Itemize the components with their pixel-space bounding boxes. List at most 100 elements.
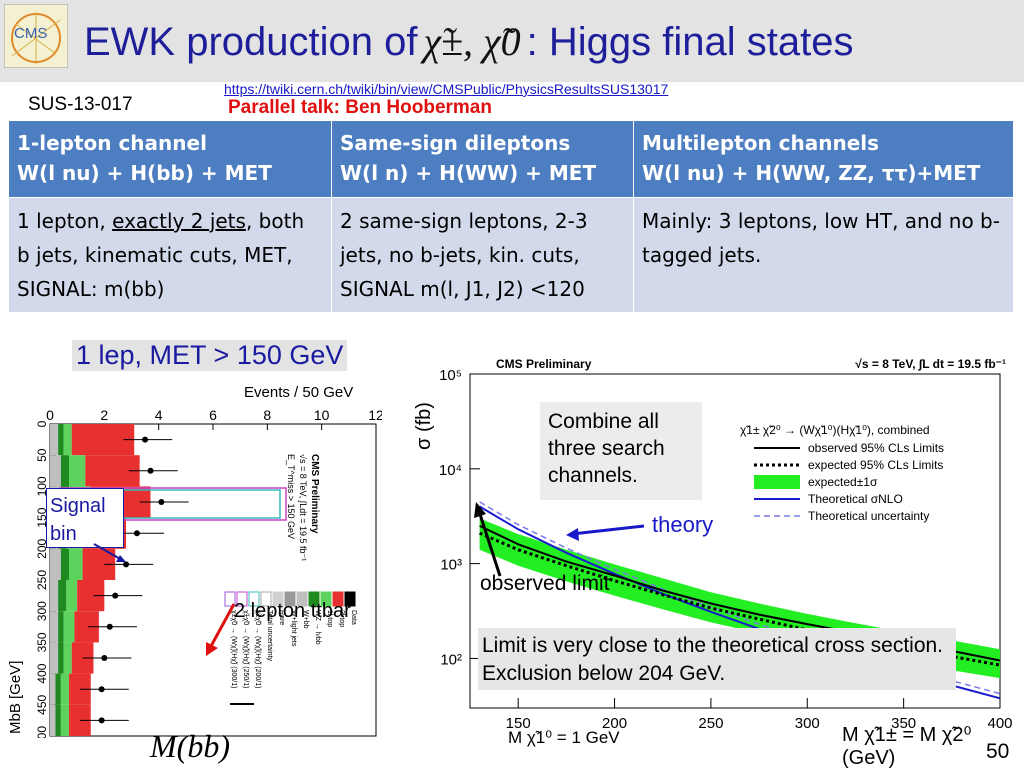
plot-cms-label: CMS Preliminary (496, 357, 592, 371)
mass-tick-label: 100 (35, 476, 49, 496)
x-axis-label: M χ̃1± = M χ̃2⁰ (GeV) (842, 724, 972, 769)
hist-legend-label: Data (350, 610, 357, 625)
results-link[interactable]: https://twiki.cern.ch/twiki/bin/view/CMS… (224, 81, 669, 97)
hist-legend-entry: Total uncertainty (266, 610, 273, 661)
hist-stack-segment (63, 611, 75, 643)
table-header-row: 1-lepton channel W(l nu) + H(bb) + MET Sa… (8, 120, 1014, 198)
x-tick-label: 250 (698, 715, 723, 732)
count-tick-label: 0 (46, 407, 54, 423)
mass-tick-label: 450 (35, 694, 49, 714)
hist-legend-entry: Data (350, 610, 357, 625)
combine-note: Combine all three search channels. (548, 410, 665, 487)
hist-legend-entry: W+light jets (290, 610, 297, 647)
hist-legend-label: W+bb (302, 610, 309, 629)
table-row: 1 lepton, exactly 2 jets, both b jets, k… (8, 197, 1014, 313)
x-tick-label: 200 (602, 715, 627, 732)
hist-stack-segment (58, 611, 64, 643)
hist-legend-swatch (236, 591, 248, 607)
mass-tick-label-group: 0 (35, 420, 49, 427)
hist-stack-segment (50, 455, 61, 487)
ttbar-label: 2 lepton ttbar (234, 600, 351, 622)
mbb-histogram: 0 2 4 6 8 10 12 0 50 100 150 200 250 300 350 400 450 500… (7, 407, 382, 738)
mass-tick-label: 200 (35, 538, 49, 558)
analysis-id: SUS-13-017 (28, 94, 133, 115)
hist-stack-segment (58, 424, 64, 456)
hist-stack-segment (60, 455, 70, 487)
hist-stack-segment (55, 704, 61, 736)
count-tick-label: 8 (263, 407, 271, 423)
hist-legend-swatch (296, 591, 308, 607)
hist-legend-label: WZ → lνbb (314, 610, 321, 645)
hist-energy-label: √s = 8 TeV, ∫Ldt = 19.5 fb⁻¹ (298, 454, 308, 561)
plot-legend-label: Theoretical uncertainty (808, 509, 929, 523)
mass-tick-label: 300 (35, 601, 49, 621)
hist-met-label: E_T^miss > 150 GeV (286, 454, 296, 539)
count-tick-label: 12 (368, 407, 382, 423)
hist-legend-swatch (344, 591, 356, 607)
hist-stack-segment (50, 580, 59, 612)
mass-tick-label: 500 (35, 726, 49, 738)
mass-axis-label: MbB [GeV] (7, 661, 24, 734)
mass-tick-label: 150 (35, 507, 49, 527)
hist-legend-label: Rare (278, 610, 285, 625)
signal-bin-label: Signal bin (50, 495, 106, 545)
mass-tick-label-group: 500 (35, 726, 49, 738)
hist-legend-label: χ̃±χ̃0 → (Wχ̃)(Hχ̃) (300/1) (230, 610, 237, 688)
header-cell-1lepton: 1-lepton channel W(l nu) + H(bb) + MET (8, 120, 332, 198)
hist-legend-swatch (332, 591, 344, 607)
count-tick-label: 2 (100, 407, 108, 423)
theory-label: theory (652, 512, 714, 537)
x-tick-label: 150 (506, 715, 531, 732)
x-tick-label: 350 (891, 715, 916, 732)
header-cell-multilepton: Multilepton channels W(l nu) + H(WW, ZZ, … (633, 120, 1014, 198)
signal-callout-box (46, 488, 124, 548)
page-title: EWK production of χ̃±, χ̃0: Higgs final s… (84, 19, 854, 64)
y-tick-label: 10⁴ (439, 462, 462, 479)
mass-tick-label: 0 (35, 420, 49, 427)
count-tick-label: 6 (209, 407, 217, 423)
mass-tick-label-group: 50 (35, 448, 49, 462)
plot-legend-label: expected 95% CLs Limits (808, 458, 943, 472)
hist-stack-segment (50, 704, 56, 736)
logo-text: CMS (14, 25, 47, 42)
cell-1lepton: 1 lepton, exactly 2 jets, both b jets, k… (8, 197, 332, 313)
hist-legend-swatch (308, 591, 320, 607)
hist-legend-swatch (224, 591, 236, 607)
mass-tick-label: 350 (35, 632, 49, 652)
hist-stack-segment (69, 548, 83, 580)
count-tick-label: 10 (314, 407, 330, 423)
hist-stack-segment (50, 548, 61, 580)
hist-legend-swatch (248, 591, 260, 607)
hist-legend-entry: χ̃±χ̃0 → (Wχ̃)(Hχ̃) (300/1) (230, 610, 237, 688)
hist-legend-entry: 1l top (326, 610, 333, 627)
mass-tick-label: 400 (35, 663, 49, 683)
hist-legend-entry: χ̃±χ̃0 → (Wχ̃)(Hχ̃) (250/1) (242, 610, 249, 688)
mass-tick-label-group: 300 (35, 601, 49, 621)
mass-tick-label: 250 (35, 570, 49, 590)
channels-table: 1-lepton channel W(l nu) + H(bb) + MET Sa… (8, 120, 1014, 313)
observed-limit-label: observed limit (480, 572, 610, 595)
mass-condition: M χ̃1⁰ = 1 GeV (508, 728, 620, 747)
mass-tick-label-group: 100 (35, 476, 49, 496)
plot-legend-label: observed 95% CLs Limits (808, 441, 944, 455)
parallel-talk-note: Parallel talk: Ben Hooberman (228, 97, 492, 118)
mass-tick-label-group: 250 (35, 570, 49, 590)
theory-arrow-head (566, 528, 579, 541)
plot-legend-swatch (754, 475, 800, 489)
observed-arrow (476, 507, 502, 577)
x-tick-label: 400 (987, 715, 1012, 732)
hist-legend-label: W+light jets (290, 610, 297, 647)
hist-legend-label: χ̃±χ̃0 → (Wχ̃)(Hχ̃) (250/1) (242, 610, 249, 688)
hist-cms-label: CMS Preliminary (309, 454, 320, 534)
x-tick-label: 300 (795, 715, 820, 732)
hist-stack-segment (60, 673, 70, 705)
hist-legend-entry: Rare (278, 610, 285, 625)
summary-text: Limit is very close to the theoretical c… (482, 634, 944, 685)
plot-energy-label: √s = 8 TeV, ∫L dt = 19.5 fb⁻¹ (855, 357, 1006, 371)
hist-legend-entry: W+bb (302, 610, 309, 629)
hist-stack-segment (50, 424, 59, 456)
hist-legend-label: 2l top (338, 610, 345, 627)
hist-stack-segment (69, 455, 86, 487)
hist-stack-segment (63, 642, 72, 674)
y-tick-label: 10³ (440, 557, 462, 574)
